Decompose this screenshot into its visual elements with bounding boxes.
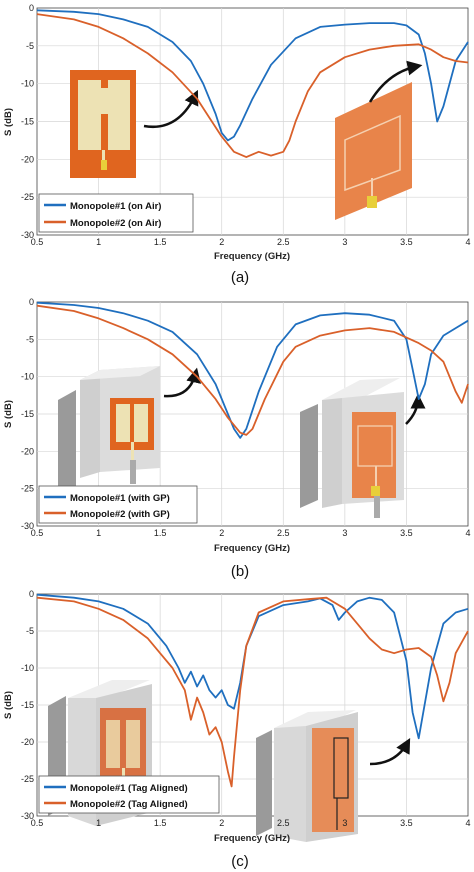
callout-arrow bbox=[368, 60, 423, 103]
x-axis-label: Frequency (GHz) bbox=[214, 833, 290, 844]
panel-c: 0 -5 -10 -15 -20 -25 -30 0.5 1 1.5 2 2.5 3 3.5 4 S (d… bbox=[3, 589, 471, 870]
x-axis-label: Frequency (GHz) bbox=[214, 543, 290, 554]
x-tick-label: 0.5 bbox=[31, 237, 44, 247]
x-axis-label: Frequency (GHz) bbox=[214, 251, 290, 262]
x-tick-label: 1.5 bbox=[154, 528, 167, 538]
y-tick-label: 0 bbox=[29, 3, 34, 13]
x-ticks: 0.5 1 1.5 2 2.5 3 3.5 4 bbox=[31, 237, 471, 247]
legend-label-series-1: Monopole#1 (Tag Aligned) bbox=[70, 783, 188, 794]
x-tick-label: 2.5 bbox=[277, 237, 290, 247]
legend: Monopole#1 (with GP) Monopole#2 (with GP… bbox=[38, 485, 198, 524]
callout-arrow bbox=[369, 738, 411, 766]
y-tick-label: -30 bbox=[21, 230, 34, 240]
y-tick-label: -20 bbox=[21, 154, 34, 164]
x-tick-label: 2 bbox=[219, 818, 224, 828]
antenna-inset-monopole-2 bbox=[335, 82, 412, 220]
y-axis-label: S (dB) bbox=[3, 400, 14, 428]
y-tick-label: -20 bbox=[21, 446, 34, 456]
x-tick-label: 4 bbox=[465, 818, 470, 828]
legend: Monopole#1 (Tag Aligned) Monopole#2 (Tag… bbox=[38, 775, 220, 814]
panel-b: 0 -5 -10 -15 -20 -25 -30 0.5 1 1.5 2 2.5 3 3.5 4 S (d… bbox=[3, 297, 471, 580]
x-tick-label: 1 bbox=[96, 237, 101, 247]
y-tick-label: -15 bbox=[21, 700, 34, 710]
x-tick-label: 0.5 bbox=[31, 818, 44, 828]
callout-arrow bbox=[163, 367, 201, 398]
panel-caption: (b) bbox=[231, 563, 249, 580]
x-tick-label: 3.5 bbox=[400, 237, 413, 247]
y-tick-label: -15 bbox=[21, 409, 34, 419]
y-tick-label: -15 bbox=[21, 117, 34, 127]
series-line-2 bbox=[36, 304, 469, 436]
series-line-2 bbox=[36, 596, 469, 788]
x-tick-label: 2 bbox=[219, 528, 224, 538]
legend: Monopole#1 (on Air) Monopole#2 (on Air) bbox=[38, 193, 194, 233]
x-tick-label: 2 bbox=[219, 237, 224, 247]
y-tick-label: -5 bbox=[26, 626, 34, 636]
y-tick-label: -20 bbox=[21, 737, 34, 747]
panel-caption: (a) bbox=[231, 269, 249, 286]
y-tick-label: -10 bbox=[21, 372, 34, 382]
y-tick-label: 0 bbox=[29, 297, 34, 307]
series-layer bbox=[36, 9, 469, 159]
y-axis-label: S (dB) bbox=[3, 691, 14, 719]
legend-label-series-1: Monopole#1 (on Air) bbox=[70, 201, 161, 212]
x-tick-label: 1.5 bbox=[154, 237, 167, 247]
x-ticks: 0.5 1 1.5 2 2.5 3 3.5 4 bbox=[31, 818, 471, 828]
x-tick-label: 2.5 bbox=[277, 528, 290, 538]
y-ticks: 0 -5 -10 -15 -20 -25 -30 bbox=[21, 297, 34, 531]
series-layer bbox=[36, 593, 469, 788]
legend-label-series-2: Monopole#2 (with GP) bbox=[70, 509, 170, 520]
panel-a: 0 -5 -10 -15 -20 -25 -30 0.5 1 1.5 2 2.5 3 3.5 4 S (d… bbox=[3, 3, 471, 286]
x-tick-label: 1 bbox=[96, 818, 101, 828]
x-tick-label: 4 bbox=[465, 237, 470, 247]
antenna-inset-monopole-2 bbox=[256, 710, 358, 842]
y-tick-label: -30 bbox=[21, 521, 34, 531]
y-tick-label: 0 bbox=[29, 589, 34, 599]
series-layer bbox=[36, 301, 469, 439]
x-tick-label: 0.5 bbox=[31, 528, 44, 538]
x-tick-label: 3.5 bbox=[400, 528, 413, 538]
callout-arrow bbox=[143, 89, 199, 129]
antenna-inset-monopole-2 bbox=[300, 378, 404, 518]
series-line-2 bbox=[36, 13, 469, 159]
series-line-1 bbox=[36, 301, 469, 439]
antenna-inset-monopole-1 bbox=[70, 70, 136, 178]
y-ticks: 0 -5 -10 -15 -20 -25 -30 bbox=[21, 589, 34, 821]
x-tick-label: 4 bbox=[465, 528, 470, 538]
y-axis-label: S (dB) bbox=[3, 108, 14, 136]
y-tick-label: -5 bbox=[26, 41, 34, 51]
x-tick-label: 2.5 bbox=[277, 818, 290, 828]
x-tick-label: 3 bbox=[342, 818, 347, 828]
y-tick-label: -30 bbox=[21, 811, 34, 821]
antenna-inset-monopole-1 bbox=[58, 366, 160, 500]
y-ticks: 0 -5 -10 -15 -20 -25 -30 bbox=[21, 3, 34, 240]
x-tick-label: 3 bbox=[342, 237, 347, 247]
legend-label-series-2: Monopole#2 (on Air) bbox=[70, 218, 161, 229]
y-tick-label: -10 bbox=[21, 79, 34, 89]
panel-caption: (c) bbox=[231, 853, 249, 870]
legend-label-series-2: Monopole#2 (Tag Aligned) bbox=[70, 799, 188, 810]
x-ticks: 0.5 1 1.5 2 2.5 3 3.5 4 bbox=[31, 528, 471, 538]
series-line-1 bbox=[36, 9, 469, 142]
x-tick-label: 1.5 bbox=[154, 818, 167, 828]
y-tick-label: -25 bbox=[21, 774, 34, 784]
y-tick-label: -10 bbox=[21, 663, 34, 673]
y-tick-label: -25 bbox=[21, 484, 34, 494]
x-tick-label: 3.5 bbox=[400, 818, 413, 828]
legend-label-series-1: Monopole#1 (with GP) bbox=[70, 493, 170, 504]
y-tick-label: -5 bbox=[26, 334, 34, 344]
y-tick-label: -25 bbox=[21, 192, 34, 202]
x-tick-label: 1 bbox=[96, 528, 101, 538]
callout-arrow bbox=[405, 393, 426, 425]
x-tick-label: 3 bbox=[342, 528, 347, 538]
